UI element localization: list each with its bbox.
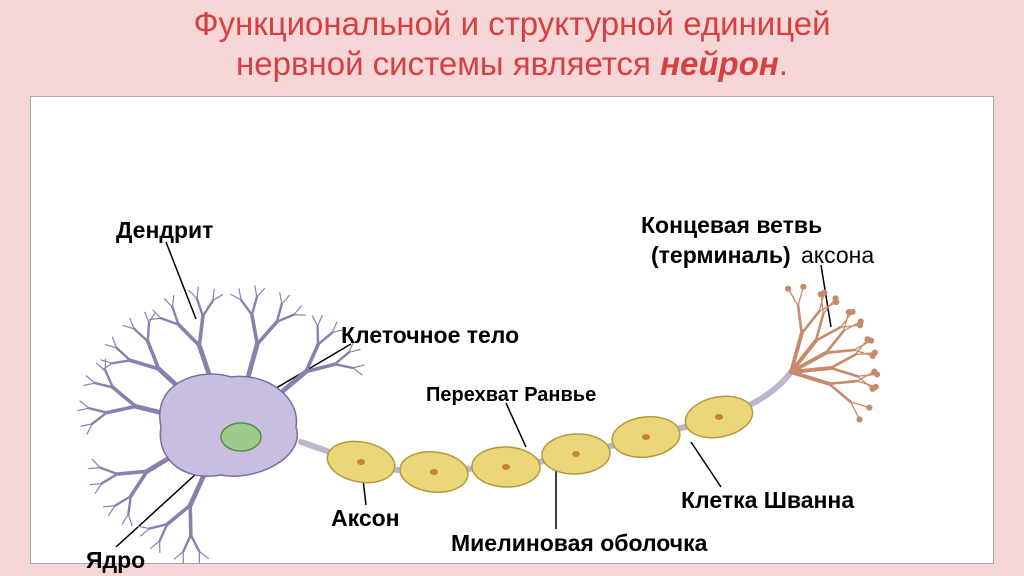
title-line2: нервной системы является нейрон. <box>0 44 1024 84</box>
label-terminal-line1: Концевая ветвь <box>641 212 822 239</box>
diagram-panel: Дендрит Концевая ветвь (терминаль) аксон… <box>30 96 994 564</box>
title-line1: Функциональной и структурной единицей <box>0 4 1024 44</box>
label-terminal-axon: аксона <box>801 242 874 269</box>
label-axon: Аксон <box>331 505 400 532</box>
label-ranvier: Перехват Ранвье <box>426 384 596 407</box>
label-dendrite: Дендрит <box>116 217 213 244</box>
label-myelin: Миелиновая оболочка <box>451 530 707 557</box>
slide-page: Функциональной и структурной единицей не… <box>0 0 1024 576</box>
label-schwann: Клетка Шванна <box>681 487 854 514</box>
label-nucleus: Ядро <box>86 547 145 574</box>
label-cell-body: Клеточное тело <box>341 322 519 349</box>
slide-title: Функциональной и структурной единицей не… <box>0 4 1024 83</box>
label-terminal-line2: (терминаль) <box>651 242 791 269</box>
